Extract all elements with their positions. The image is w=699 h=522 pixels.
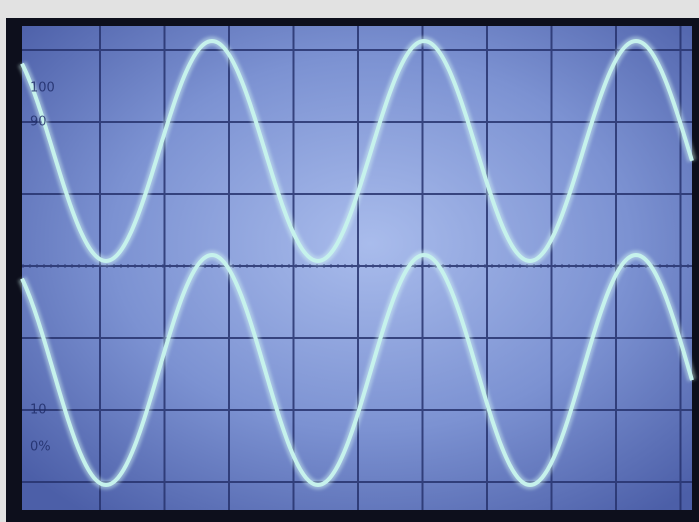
graticule-label: 100 bbox=[30, 81, 55, 96]
graticule-label: 90 bbox=[30, 115, 47, 130]
graticule-label: 10 bbox=[30, 403, 47, 418]
waveform bbox=[20, 38, 694, 264]
waveform bbox=[20, 252, 694, 488]
graticule-label: 0% bbox=[30, 440, 51, 455]
waveforms bbox=[17, 36, 697, 490]
